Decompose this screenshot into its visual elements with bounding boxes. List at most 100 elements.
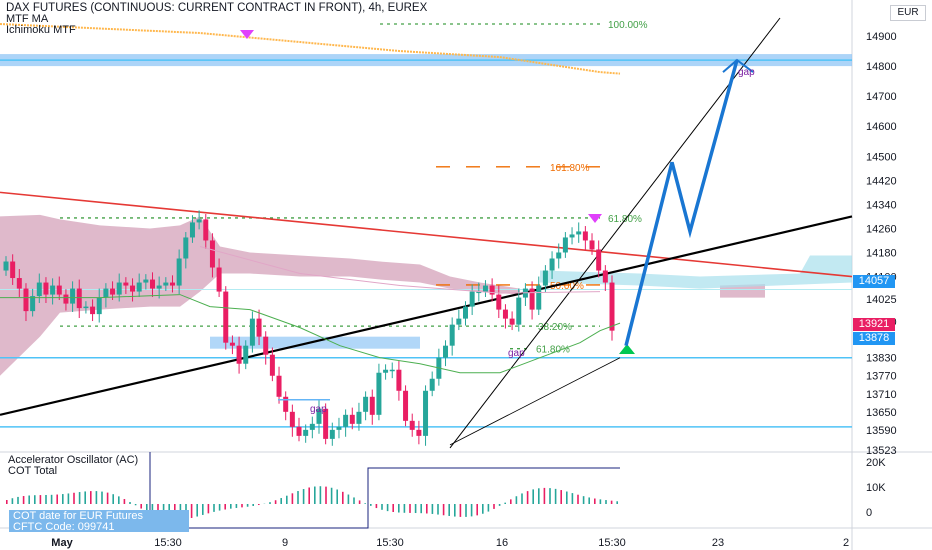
osc-bar-108 bbox=[610, 500, 613, 504]
indicator-ichimoku-label[interactable]: Ichimoku MTF bbox=[6, 24, 76, 36]
osc-bar-5 bbox=[34, 495, 36, 504]
osc-bar-23 bbox=[134, 504, 137, 506]
osc-bar-94 bbox=[532, 489, 534, 504]
candle-body-50 bbox=[336, 426, 342, 430]
candle-body-91 bbox=[609, 282, 615, 331]
candle-body-8 bbox=[56, 285, 62, 295]
osc-bar-75 bbox=[426, 504, 428, 514]
time-tick-3: 15:30 bbox=[376, 537, 404, 549]
osc-bar-109 bbox=[616, 501, 618, 504]
osc-bar-101 bbox=[571, 493, 574, 504]
osc-bar-87 bbox=[493, 504, 495, 509]
osc-bar-40 bbox=[230, 504, 232, 509]
candle-body-30 bbox=[203, 219, 209, 241]
osc-bar-58 bbox=[330, 487, 333, 504]
candle-body-4 bbox=[30, 296, 36, 312]
down-arrow-marker-2 bbox=[588, 214, 602, 223]
oscillator-group bbox=[6, 452, 620, 529]
candle-body-83 bbox=[556, 252, 562, 259]
candle-body-19 bbox=[130, 285, 136, 292]
price-tick-14: 13710 bbox=[866, 389, 897, 401]
osc-bar-64 bbox=[364, 503, 366, 504]
osc-bar-99 bbox=[560, 490, 562, 504]
osc-bar-71 bbox=[403, 504, 406, 513]
candle-body-84 bbox=[562, 237, 568, 253]
candle-body-53 bbox=[356, 411, 362, 424]
osc-tick-0: 0 bbox=[866, 507, 872, 519]
fan-line-1 bbox=[449, 17, 781, 449]
projection-arrowhead bbox=[722, 58, 754, 73]
candle-body-41 bbox=[276, 375, 282, 397]
candle-body-9 bbox=[63, 294, 69, 304]
time-tick-2: 9 bbox=[282, 537, 288, 549]
price-tag-support: 13878 bbox=[853, 332, 895, 345]
candle-body-1 bbox=[10, 261, 16, 279]
osc-bar-92 bbox=[521, 493, 523, 504]
candle-body-3 bbox=[23, 288, 29, 312]
osc-bar-16 bbox=[95, 491, 98, 504]
candle-body-0 bbox=[3, 261, 9, 271]
indicator-mtf-ma-label[interactable]: MTF MA bbox=[6, 13, 49, 25]
candle-body-26 bbox=[176, 258, 182, 286]
fib-label-5: 61.80% bbox=[536, 345, 570, 356]
candle-body-62 bbox=[416, 429, 422, 436]
fib-label-4: 38.20% bbox=[538, 322, 572, 333]
candle-body-58 bbox=[389, 369, 395, 372]
osc-tick-10k: 10K bbox=[866, 482, 886, 494]
osc-bar-11 bbox=[67, 493, 70, 504]
ichimoku-cloud bbox=[0, 214, 520, 376]
candle-body-48 bbox=[323, 408, 329, 439]
osc-bar-100 bbox=[566, 491, 568, 504]
oscillator-label[interactable]: Accelerator Oscillator (AC) bbox=[8, 454, 139, 466]
candle-body-25 bbox=[169, 282, 175, 286]
candle-body-85 bbox=[569, 234, 575, 238]
cot-info-line1: COT date for EUR Futures bbox=[13, 510, 144, 522]
price-tick-4: 14500 bbox=[866, 151, 897, 163]
candle-body-40 bbox=[269, 354, 275, 376]
candle-body-66 bbox=[443, 345, 449, 358]
osc-bar-61 bbox=[347, 494, 350, 504]
osc-bar-84 bbox=[476, 504, 478, 516]
osc-bar-50 bbox=[286, 495, 288, 504]
osc-bar-97 bbox=[549, 488, 551, 504]
currency-badge[interactable]: EUR bbox=[890, 5, 926, 21]
cot-label[interactable]: COT Total bbox=[8, 465, 58, 477]
candle-body-80 bbox=[536, 285, 542, 310]
candle-body-86 bbox=[576, 231, 582, 235]
osc-bar-3 bbox=[22, 496, 25, 504]
candle-body-14 bbox=[96, 297, 102, 315]
projection-path bbox=[624, 59, 739, 347]
osc-bar-89 bbox=[504, 502, 506, 504]
osc-bar-8 bbox=[50, 494, 53, 504]
osc-bar-65 bbox=[370, 504, 372, 506]
candle-body-75 bbox=[502, 309, 508, 319]
osc-bar-66 bbox=[375, 504, 378, 509]
osc-bar-98 bbox=[554, 488, 557, 504]
osc-bar-80 bbox=[454, 504, 456, 517]
osc-bar-1 bbox=[11, 498, 14, 504]
candle-body-24 bbox=[163, 282, 169, 286]
osc-bar-14 bbox=[84, 491, 86, 504]
osc-bar-54 bbox=[308, 487, 310, 504]
candle-body-73 bbox=[489, 285, 495, 295]
candle-body-27 bbox=[183, 237, 189, 259]
candle-body-47 bbox=[316, 408, 322, 424]
moving-average-green bbox=[0, 294, 621, 374]
candle-body-39 bbox=[263, 336, 269, 355]
candle-body-67 bbox=[449, 324, 455, 346]
candle-body-74 bbox=[496, 294, 502, 310]
candle-body-81 bbox=[542, 270, 548, 286]
candle-body-36 bbox=[243, 345, 249, 364]
candle-body-68 bbox=[456, 318, 462, 325]
candle-body-34 bbox=[229, 342, 235, 346]
osc-bar-4 bbox=[28, 495, 30, 504]
osc-bar-77 bbox=[437, 504, 439, 515]
candle-body-61 bbox=[409, 420, 415, 430]
osc-bar-107 bbox=[605, 500, 607, 504]
osc-bar-91 bbox=[515, 496, 518, 504]
candle-body-28 bbox=[189, 222, 195, 238]
candle-body-89 bbox=[596, 249, 602, 271]
candle-body-72 bbox=[482, 285, 488, 292]
price-tick-12: 13830 bbox=[866, 353, 897, 365]
